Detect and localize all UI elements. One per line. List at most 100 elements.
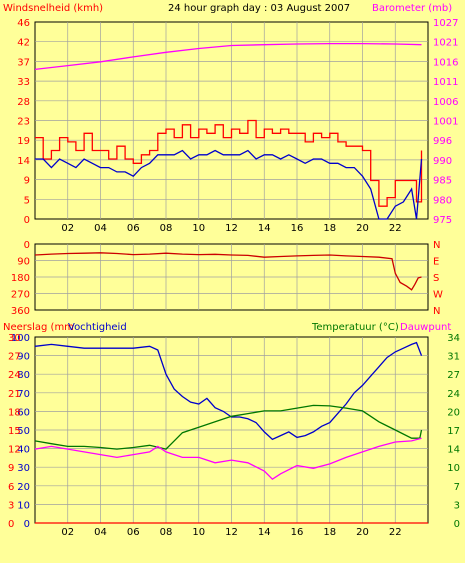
- humidity-y-tick-label: 0: [24, 519, 30, 530]
- rain-y-tick-label: 24: [8, 370, 21, 381]
- climate-x-tick-label: 02: [61, 527, 74, 538]
- wind-y-tick-label: 42: [17, 38, 30, 49]
- wind-x-tick-label: 22: [389, 223, 402, 234]
- humidity-y-tick-label: 20: [17, 482, 30, 493]
- temperature-y-tick-label: 17: [447, 426, 460, 437]
- barometer-axis-title: Barometer (mb): [372, 3, 452, 14]
- wind-y-tick-label: 19: [17, 136, 30, 147]
- barometer-y-tick-label: 1021: [433, 38, 458, 49]
- rain-y-tick-label: 18: [8, 407, 21, 418]
- rain-y-tick-label: 15: [8, 426, 21, 437]
- wind-x-tick-label: 04: [94, 223, 107, 234]
- rain-y-tick-label: 12: [8, 445, 21, 456]
- compass-tick-label: S: [433, 273, 439, 284]
- wind-x-tick-label: 08: [160, 223, 173, 234]
- humidity-y-tick-label: 10: [17, 500, 30, 511]
- humidity-y-tick-label: 50: [17, 426, 30, 437]
- humidity-y-tick-label: 80: [17, 370, 30, 381]
- barometer-y-tick-label: 1006: [433, 97, 458, 108]
- rain-y-tick-label: 3: [8, 500, 14, 511]
- chart-title: 24 hour graph day : 03 August 2007: [168, 3, 350, 14]
- climate-x-tick-label: 04: [94, 527, 107, 538]
- compass-tick-label: N: [433, 306, 440, 317]
- climate-x-tick-label: 22: [389, 527, 402, 538]
- wind-x-tick-label: 18: [323, 223, 336, 234]
- wind-direction-line: [34, 252, 422, 291]
- humidity-y-tick-label: 60: [17, 407, 30, 418]
- temperature-line: [34, 404, 423, 450]
- wind-y-tick-label: 9: [24, 176, 30, 187]
- wind-y-tick-label: 23: [17, 117, 30, 128]
- rain-y-tick-label: 0: [8, 519, 14, 530]
- wind-x-tick-label: 12: [225, 223, 238, 234]
- compass-tick-label: W: [433, 290, 443, 301]
- humidity-y-tick-label: 70: [17, 389, 30, 400]
- humidity-y-tick-label: 90: [17, 352, 30, 363]
- wind-x-tick-label: 14: [258, 223, 271, 234]
- climate-x-tick-label: 08: [160, 527, 173, 538]
- wind-x-tick-label: 02: [61, 223, 74, 234]
- direction-y-tick-label: 180: [11, 273, 30, 284]
- temperature-y-tick-label: 0: [454, 519, 460, 530]
- rain-y-tick-label: 30: [8, 333, 21, 344]
- dewpoint-line: [34, 437, 422, 481]
- direction-y-tick-label: 90: [17, 257, 30, 268]
- wind-y-tick-label: 0: [24, 215, 30, 226]
- temperature-axis-title: Temperatuur (°C): [311, 322, 399, 333]
- rain-y-tick-label: 27: [8, 352, 21, 363]
- compass-tick-label: E: [433, 257, 439, 268]
- barometer-y-tick-label: 996: [433, 136, 452, 147]
- climate-x-tick-label: 06: [127, 527, 140, 538]
- barometer-y-tick-label: 980: [433, 195, 452, 206]
- compass-tick-label: N: [433, 240, 440, 251]
- wind-x-tick-label: 20: [356, 223, 369, 234]
- humidity-y-tick-label: 100: [11, 333, 30, 344]
- temperature-y-tick-label: 10: [447, 463, 460, 474]
- wind-x-tick-label: 06: [127, 223, 140, 234]
- wind-y-tick-label: 28: [17, 97, 30, 108]
- rain-axis-title: Neerslag (mm: [3, 322, 74, 333]
- direction-y-tick-label: 270: [11, 290, 30, 301]
- rain-y-tick-label: 21: [8, 389, 21, 400]
- temperature-y-tick-label: 20: [447, 407, 460, 418]
- wind-speed-axis-title: Windsnelheid (kmh): [3, 3, 103, 14]
- barometer-y-tick-label: 1011: [433, 77, 458, 88]
- wind-x-tick-label: 10: [192, 223, 205, 234]
- humidity-line: [34, 341, 423, 441]
- climate-x-tick-label: 18: [323, 527, 336, 538]
- humidity-y-tick-label: 30: [17, 463, 30, 474]
- climate-x-tick-label: 12: [225, 527, 238, 538]
- direction-y-tick-label: 360: [11, 306, 30, 317]
- wind-y-tick-label: 5: [24, 195, 30, 206]
- temperature-y-tick-label: 14: [447, 445, 460, 456]
- wind-y-tick-label: 14: [17, 156, 30, 167]
- climate-x-tick-label: 20: [356, 527, 369, 538]
- wind-x-tick-label: 16: [291, 223, 304, 234]
- wind-y-tick-label: 33: [17, 77, 30, 88]
- barometer-line: [34, 42, 422, 71]
- rain-y-tick-label: 9: [8, 463, 14, 474]
- barometer-y-tick-label: 990: [433, 156, 452, 167]
- wind-y-tick-label: 37: [17, 57, 30, 68]
- wind-gust-line: [35, 119, 423, 207]
- rain-y-tick-label: 6: [8, 482, 14, 493]
- wind-speed-line: [35, 149, 423, 220]
- chart-panels: 0591419232833374246975980985990996100110…: [8, 18, 460, 538]
- climate-x-tick-label: 10: [192, 527, 205, 538]
- dewpoint-axis-title: Dauwpunt: [400, 322, 451, 333]
- humidity-axis-title: Vochtigheid: [68, 322, 127, 333]
- temperature-y-tick-label: 34: [447, 333, 460, 344]
- barometer-y-tick-label: 1027: [433, 18, 458, 29]
- direction-y-tick-label: 0: [24, 240, 30, 251]
- humidity-y-tick-label: 40: [17, 445, 30, 456]
- temperature-y-tick-label: 7: [454, 482, 460, 493]
- temperature-y-tick-label: 3: [454, 500, 460, 511]
- barometer-y-tick-label: 1001: [433, 117, 458, 128]
- climate-x-tick-label: 16: [291, 527, 304, 538]
- barometer-y-tick-label: 985: [433, 176, 452, 187]
- wind-y-tick-label: 46: [17, 18, 30, 29]
- temperature-y-tick-label: 24: [447, 389, 460, 400]
- climate-x-tick-label: 14: [258, 527, 271, 538]
